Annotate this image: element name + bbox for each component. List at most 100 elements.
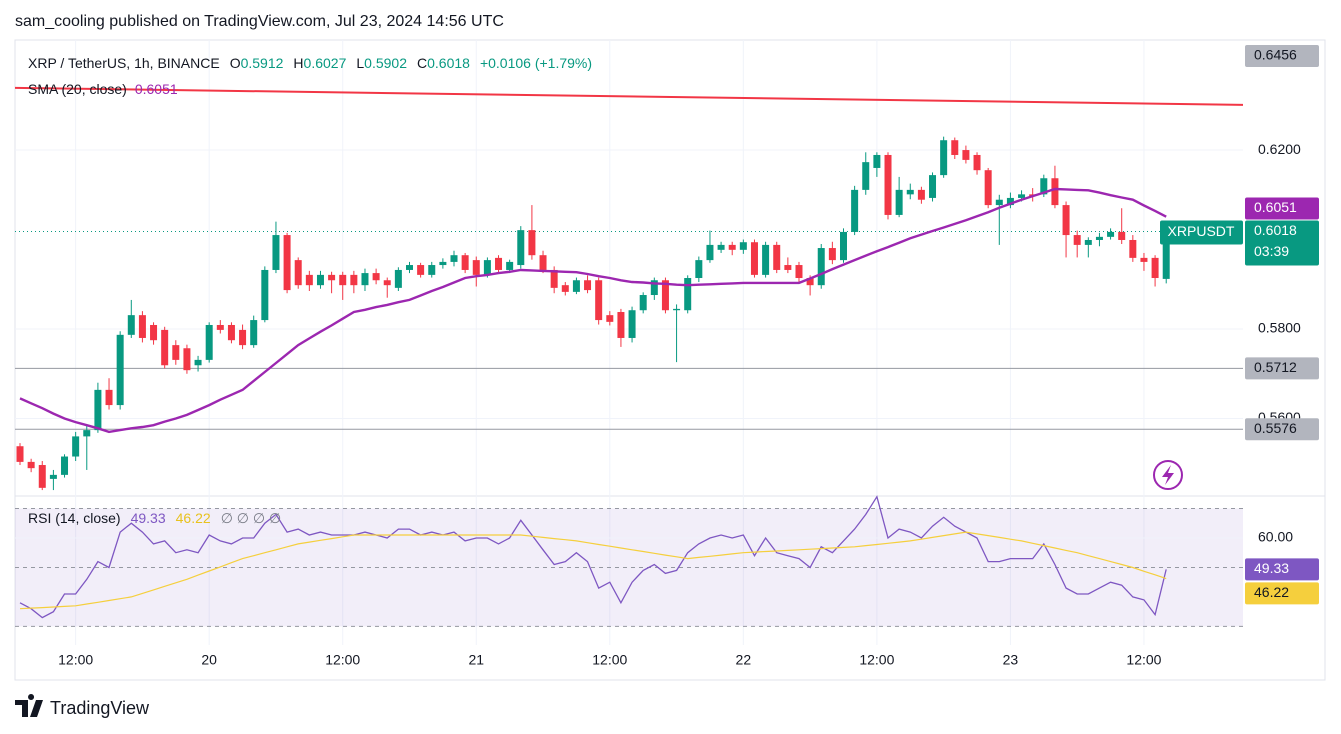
rsi-tick-label: 60.00	[1258, 529, 1293, 545]
rsi-name: RSI (14, close)	[28, 510, 121, 526]
candle-body	[194, 359, 202, 366]
candle-body	[595, 280, 603, 321]
plot-layer: 12:00 20 12:00 21 12:00 22 12:00 23 12:00 0.6200 0…	[14, 40, 1319, 668]
candle-body	[739, 242, 747, 250]
candle-body	[517, 230, 525, 266]
candle-body	[817, 248, 825, 286]
candle-body	[528, 230, 536, 256]
candle-body	[762, 244, 770, 275]
candle-body	[806, 278, 814, 286]
price-line-label: 0.5576	[1245, 418, 1319, 441]
candle-body	[884, 154, 892, 215]
y-tick-label: 0.6200	[1258, 141, 1301, 157]
candle-body	[183, 348, 191, 371]
candle-body	[216, 324, 224, 330]
candle-body	[27, 461, 35, 469]
candle-body	[339, 274, 347, 286]
candle-body	[283, 235, 291, 291]
candle-body	[250, 320, 258, 346]
candle-body	[361, 273, 369, 286]
candle-body	[1129, 239, 1137, 258]
brand-logo: TradingView	[15, 694, 150, 718]
candle-body	[1018, 194, 1026, 198]
candle-body	[929, 175, 937, 198]
rsi-ma-label: 46.22	[1245, 582, 1319, 605]
line-series	[19, 531, 1167, 610]
candle-body	[1040, 178, 1048, 195]
candle-body	[1051, 178, 1059, 206]
legend-o: O	[230, 55, 241, 71]
rsi-ma-label-text: 46.22	[1254, 584, 1289, 600]
candle-body	[728, 244, 736, 250]
x-tick-label: 12:00	[1126, 652, 1161, 668]
candle-body	[61, 456, 69, 475]
last-price-label-bg	[1245, 220, 1319, 266]
price-line-label-text: 0.5576	[1254, 420, 1297, 436]
legend-l: L	[356, 55, 364, 71]
candle-body	[750, 242, 758, 275]
candle-body	[995, 199, 1003, 206]
alert-icon[interactable]	[1153, 460, 1183, 490]
price-line-label: 0.5712	[1245, 357, 1319, 380]
rsi-extras: ∅ ∅ ∅ ∅	[221, 510, 281, 526]
symbol-tag-bg	[1160, 220, 1243, 245]
candle-body	[628, 310, 636, 338]
candle-body	[1140, 257, 1148, 262]
rsi-ma-value: 46.22	[176, 510, 211, 526]
candle-body	[1162, 231, 1170, 279]
candle-body	[294, 260, 302, 286]
rsi-legend: RSI (14, close) 49.33 46.22 ∅ ∅ ∅ ∅	[28, 510, 281, 526]
candle-body	[550, 269, 558, 288]
candle-body	[127, 315, 135, 335]
publish-header: sam_cooling published on TradingView.com…	[15, 13, 504, 30]
brand-mark	[15, 694, 43, 717]
candle-body	[895, 189, 903, 215]
candle-body	[428, 265, 436, 275]
last-price-label-text: 03:39	[1254, 243, 1289, 259]
candle-body	[1151, 257, 1159, 279]
candle-body	[483, 260, 491, 275]
price-line-label-text: 0.6456	[1254, 47, 1297, 63]
candle-body	[650, 280, 658, 296]
candle-body	[16, 446, 24, 462]
legend-h: H	[293, 55, 303, 71]
candle-body	[1006, 197, 1014, 206]
rsi-label: 49.33	[1245, 558, 1319, 581]
sma-name: SMA (20, close)	[28, 81, 127, 97]
candle-body	[472, 260, 480, 275]
price-line-label: 0.6456	[1245, 45, 1319, 67]
candle-body	[94, 389, 102, 431]
candle-body	[906, 189, 914, 195]
candle-body	[261, 269, 269, 321]
candle-body	[873, 154, 881, 168]
symbol-title: XRP / TetherUS, 1h, BINANCE	[28, 55, 220, 71]
price-line-label-bg	[1245, 45, 1319, 67]
candle-body	[439, 261, 447, 266]
candle-body	[917, 189, 925, 200]
alert-bolt[interactable]	[1162, 465, 1174, 485]
x-tick-label: 23	[1003, 652, 1019, 668]
candle-body	[940, 140, 948, 176]
sma-label-text: 0.6051	[1254, 199, 1297, 215]
candle-body	[539, 255, 547, 270]
legend-c: C	[417, 55, 427, 71]
line-series	[19, 187, 1167, 434]
candle-body	[773, 244, 781, 270]
x-tick-label: 12:00	[592, 652, 627, 668]
legend-low: 0.5902	[364, 55, 407, 71]
candle-body	[72, 436, 80, 457]
candle-body	[661, 280, 669, 311]
rsi-value: 49.33	[131, 510, 166, 526]
x-tick-label: 12:00	[58, 652, 93, 668]
candle-body	[450, 255, 458, 262]
candle-body	[973, 154, 981, 171]
x-tick-label: 12:00	[859, 652, 894, 668]
candle-body	[717, 244, 725, 250]
candle-body	[49, 474, 57, 479]
candle-body	[606, 315, 614, 322]
legend-change: +0.0106 (+1.79%)	[480, 55, 592, 71]
candle-body	[828, 248, 836, 261]
candle-body	[272, 235, 280, 270]
x-tick-label: 22	[736, 652, 752, 668]
candle-body	[172, 345, 180, 360]
